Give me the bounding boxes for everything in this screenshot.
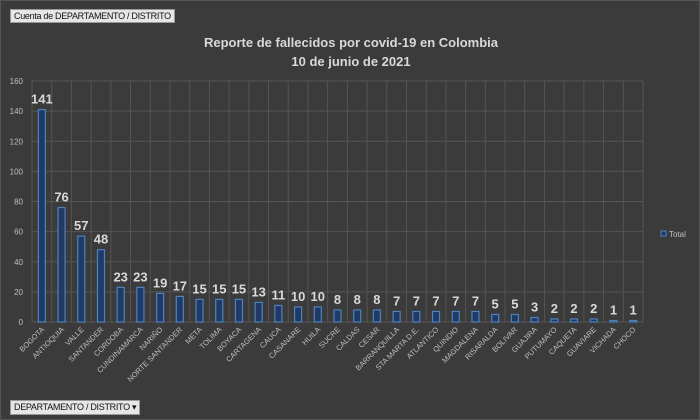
y-tick-label: 40 xyxy=(14,258,23,267)
data-label: 13 xyxy=(251,284,265,299)
bar-casanare xyxy=(293,306,303,323)
y-tick-label: 20 xyxy=(14,288,23,297)
bar-cartagena xyxy=(254,301,263,323)
bar-huila xyxy=(313,306,322,323)
legend-swatch xyxy=(660,230,667,237)
data-label: 15 xyxy=(212,281,226,296)
data-label: 7 xyxy=(432,293,439,308)
data-label: 7 xyxy=(393,293,400,308)
data-label: 57 xyxy=(74,218,88,233)
bar-risaralda xyxy=(491,313,500,323)
data-label: 7 xyxy=(472,293,479,308)
chart-subtitle: 10 de junio de 2021 xyxy=(291,54,411,69)
bar-barranquilla xyxy=(392,310,401,323)
y-tick-label: 0 xyxy=(19,318,24,327)
data-label: 11 xyxy=(271,287,285,302)
bar-sta-marta-d-e- xyxy=(412,310,421,323)
bar-choco xyxy=(629,319,638,323)
data-label: 3 xyxy=(531,299,538,314)
axis-field-label: DEPARTAMENTO / DISTRITO xyxy=(14,402,130,412)
bar-quindio xyxy=(451,310,460,323)
data-label: 2 xyxy=(570,301,577,316)
bar-nari-o xyxy=(156,292,165,323)
bar-putumayo xyxy=(550,318,559,323)
bar-bolivar xyxy=(510,313,519,323)
bar-guajira xyxy=(530,316,539,323)
bar-tolima xyxy=(215,298,224,323)
y-tick-label: 60 xyxy=(14,228,23,237)
value-field-button[interactable]: Cuenta de DEPARTAMENTO / DISTRITO xyxy=(10,9,175,23)
bar-valle xyxy=(77,235,86,323)
axis-field-button[interactable]: DEPARTAMENTO / DISTRITO ▾ xyxy=(10,400,141,415)
y-tick-label: 100 xyxy=(10,167,24,176)
data-label: 15 xyxy=(192,281,206,296)
chart-title-block: Reporte de fallecidos por covid-19 en Co… xyxy=(151,33,551,71)
chart-title: Reporte de fallecidos por covid-19 en Co… xyxy=(203,35,498,50)
bar-santander xyxy=(96,249,106,323)
data-label: 5 xyxy=(492,296,499,311)
data-label: 17 xyxy=(173,278,187,293)
bar-cauca xyxy=(274,304,283,323)
data-label: 76 xyxy=(54,190,68,205)
data-label: 15 xyxy=(232,281,246,296)
bar-cundinamarca xyxy=(136,286,145,323)
data-label: 1 xyxy=(630,302,637,317)
bar-magdalena xyxy=(471,310,480,323)
data-label: 10 xyxy=(311,289,325,304)
data-label: 2 xyxy=(590,301,597,316)
data-label: 19 xyxy=(153,275,167,290)
y-tick-label: 80 xyxy=(14,198,23,207)
bar-bogota xyxy=(37,109,46,323)
data-label: 7 xyxy=(413,293,420,308)
data-label: 2 xyxy=(551,301,558,316)
data-label: 48 xyxy=(94,232,108,247)
bar-cordoba xyxy=(116,286,125,323)
bar-vichada xyxy=(609,319,618,323)
bar-meta xyxy=(195,298,204,323)
y-tick-label: 120 xyxy=(10,137,24,146)
data-label: 1 xyxy=(610,302,617,317)
y-tick-label: 140 xyxy=(10,107,24,116)
bar-guaviare xyxy=(589,318,598,323)
data-label: 10 xyxy=(291,289,305,304)
x-tick-label: CHOCO xyxy=(611,325,637,351)
data-label: 8 xyxy=(354,292,361,307)
bar-boyaca xyxy=(234,298,244,323)
bar-cesar xyxy=(372,309,382,323)
data-label: 8 xyxy=(373,292,380,307)
bar-caldas xyxy=(353,309,362,323)
data-label: 141 xyxy=(31,92,53,107)
bar-sucre xyxy=(333,309,342,323)
data-label: 5 xyxy=(511,296,518,311)
bar-norte-santander xyxy=(175,295,184,323)
bar-caqueta xyxy=(569,318,579,323)
bar-atlantico xyxy=(431,310,441,323)
data-label: 7 xyxy=(452,293,459,308)
data-label: 23 xyxy=(133,269,147,284)
data-label: 23 xyxy=(113,269,127,284)
y-tick-label: 160 xyxy=(10,77,24,86)
dropdown-arrow-icon: ▾ xyxy=(132,402,137,412)
bar-antioquia xyxy=(57,206,66,323)
legend-label: Total xyxy=(669,230,686,239)
data-label: 8 xyxy=(334,292,341,307)
